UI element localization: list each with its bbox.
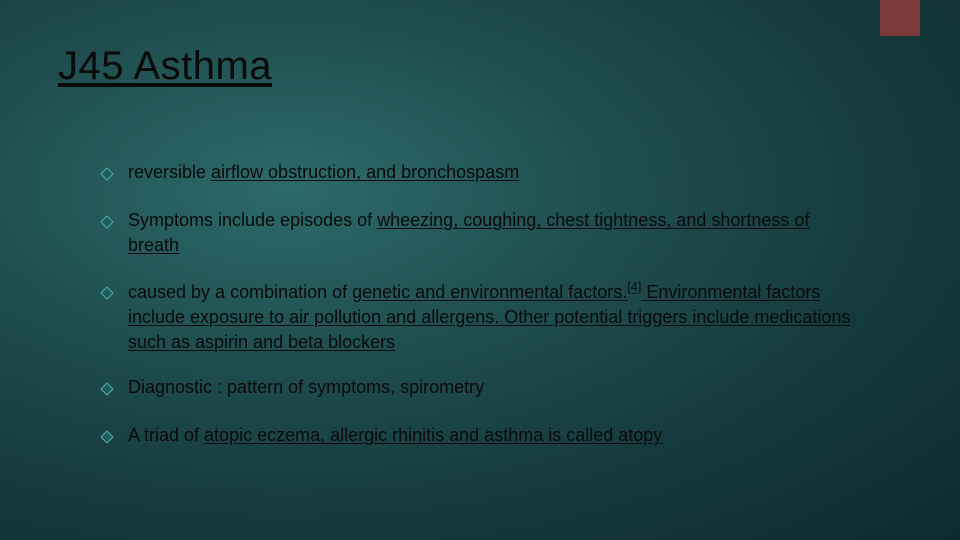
bullet-item: A triad of atopic eczema, allergic rhini…: [100, 423, 860, 451]
bullet-text: A triad of atopic eczema, allergic rhini…: [128, 423, 860, 448]
bullet-item: Diagnostic : pattern of symptoms, spirom…: [100, 375, 860, 403]
bullet-text: Symptoms include episodes of wheezing, c…: [128, 208, 860, 258]
diamond-bullet-icon: [100, 211, 114, 236]
slide-title: J45 Asthma: [58, 44, 272, 89]
bullet-item: reversible airflow obstruction, and bron…: [100, 160, 860, 188]
bullet-list: reversible airflow obstruction, and bron…: [100, 160, 860, 472]
diamond-bullet-icon: [100, 282, 114, 307]
accent-bar: [880, 0, 920, 36]
bullet-text: reversible airflow obstruction, and bron…: [128, 160, 860, 185]
diamond-bullet-icon: [100, 426, 114, 451]
bullet-text: caused by a combination of genetic and e…: [128, 279, 860, 356]
bullet-item: Symptoms include episodes of wheezing, c…: [100, 208, 860, 258]
bullet-item: caused by a combination of genetic and e…: [100, 279, 860, 356]
diamond-bullet-icon: [100, 163, 114, 188]
diamond-bullet-icon: [100, 378, 114, 403]
bullet-text: Diagnostic : pattern of symptoms, spirom…: [128, 375, 860, 400]
